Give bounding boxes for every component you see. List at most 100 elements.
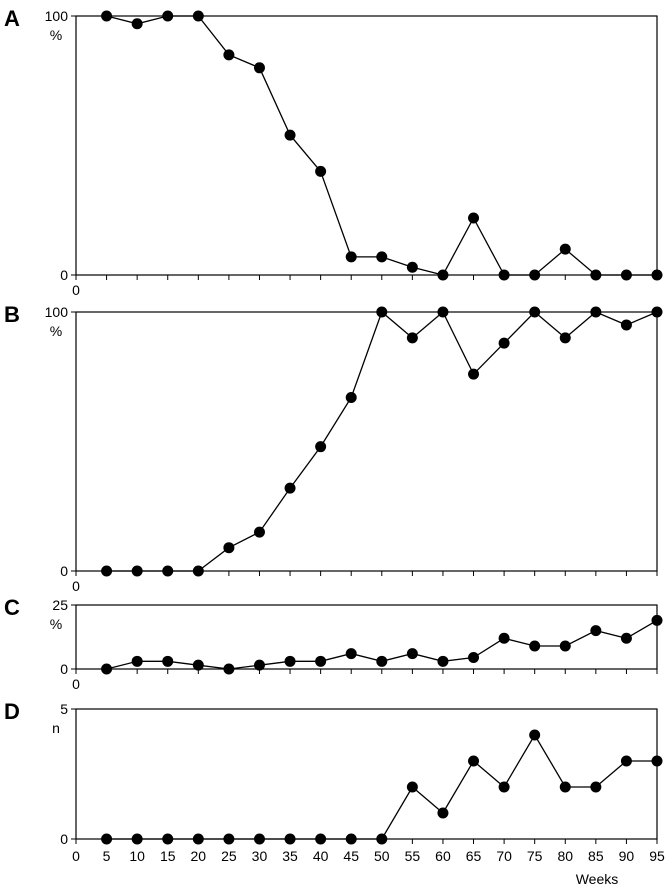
data-point <box>406 781 418 793</box>
x-tick-label: 40 <box>313 848 329 864</box>
series-line-d <box>106 733 657 840</box>
data-point <box>498 781 510 793</box>
series-line-a <box>106 15 657 276</box>
data-point <box>437 807 449 819</box>
x-tick-label: 70 <box>496 848 512 864</box>
x-tick-label: 45 <box>343 848 359 864</box>
x-tick-label: 90 <box>619 848 635 864</box>
data-point <box>651 614 663 626</box>
x-tick-label: 0 <box>72 282 80 298</box>
y-tick-label-bottom: 0 <box>60 563 68 579</box>
data-point <box>101 10 113 22</box>
data-point <box>559 332 571 344</box>
x-tick-label: 0 <box>72 676 80 692</box>
plot-frame-b <box>75 311 658 572</box>
data-point <box>131 565 143 577</box>
x-tick-label: 85 <box>588 848 604 864</box>
data-point <box>406 261 418 273</box>
x-tick-label: 50 <box>374 848 390 864</box>
data-point <box>131 833 143 845</box>
data-point <box>345 833 357 845</box>
data-point <box>376 306 388 318</box>
x-tick-label: 95 <box>649 848 665 864</box>
data-point <box>192 833 204 845</box>
data-point <box>620 755 632 767</box>
panel-label: C <box>4 595 20 620</box>
data-point <box>223 542 235 554</box>
data-point <box>315 441 327 453</box>
data-point <box>498 632 510 644</box>
data-point <box>101 663 113 675</box>
data-point <box>498 337 510 349</box>
x-tick-label: 25 <box>221 848 237 864</box>
data-point <box>192 10 204 22</box>
y-tick-label-top: 5 <box>60 701 68 717</box>
data-point <box>529 269 541 281</box>
data-point <box>376 251 388 263</box>
data-point <box>437 269 449 281</box>
x-tick-label: 80 <box>557 848 573 864</box>
x-tick-label: 55 <box>405 848 421 864</box>
x-tick-label: 0 <box>72 848 80 864</box>
series-line-b <box>106 310 658 572</box>
y-tick-label-bottom: 0 <box>60 267 68 283</box>
data-point <box>559 640 571 652</box>
data-point <box>406 648 418 660</box>
data-point <box>284 129 296 141</box>
plot-frame-c <box>75 604 658 670</box>
data-point <box>162 655 174 667</box>
data-point <box>620 319 632 331</box>
plot-frame-a <box>75 15 658 276</box>
data-point <box>345 391 357 403</box>
data-point <box>345 648 357 660</box>
data-point <box>529 306 541 318</box>
data-point <box>651 755 663 767</box>
data-point <box>223 49 235 61</box>
data-point <box>590 306 602 318</box>
x-tick-label: 75 <box>527 848 543 864</box>
data-point <box>437 306 449 318</box>
x-tick-label: 35 <box>282 848 298 864</box>
panel-label: D <box>4 699 20 724</box>
data-point <box>468 651 480 663</box>
data-point <box>192 565 204 577</box>
data-point <box>376 655 388 667</box>
data-point <box>101 833 113 845</box>
data-point <box>131 655 143 667</box>
data-point <box>468 368 480 380</box>
data-point <box>437 655 449 667</box>
data-point <box>468 755 480 767</box>
data-point <box>345 251 357 263</box>
data-point <box>406 332 418 344</box>
data-point <box>590 625 602 637</box>
data-point <box>468 212 480 224</box>
data-point <box>192 659 204 671</box>
data-point <box>559 781 571 793</box>
y-axis-label: % <box>50 616 62 632</box>
x-tick-label: 60 <box>435 848 451 864</box>
data-point <box>590 269 602 281</box>
data-point <box>315 165 327 177</box>
data-point <box>223 663 235 675</box>
data-point <box>284 833 296 845</box>
x-tick-label: 10 <box>129 848 145 864</box>
data-point <box>284 655 296 667</box>
data-point <box>223 833 235 845</box>
data-point <box>620 269 632 281</box>
y-axis-label: % <box>50 27 62 43</box>
x-tick-label: 65 <box>466 848 482 864</box>
y-tick-label-top: 100 <box>45 8 69 24</box>
x-tick-label: 15 <box>160 848 176 864</box>
y-axis-label: n <box>52 720 60 736</box>
data-point <box>253 526 265 538</box>
panel-label: A <box>4 6 20 31</box>
data-point <box>253 659 265 671</box>
data-point <box>162 565 174 577</box>
x-axis-label: Weeks <box>576 871 619 887</box>
y-axis-label: % <box>50 323 62 339</box>
data-point <box>529 640 541 652</box>
x-tick-label: 0 <box>72 578 80 594</box>
data-point <box>315 655 327 667</box>
data-point <box>253 62 265 74</box>
